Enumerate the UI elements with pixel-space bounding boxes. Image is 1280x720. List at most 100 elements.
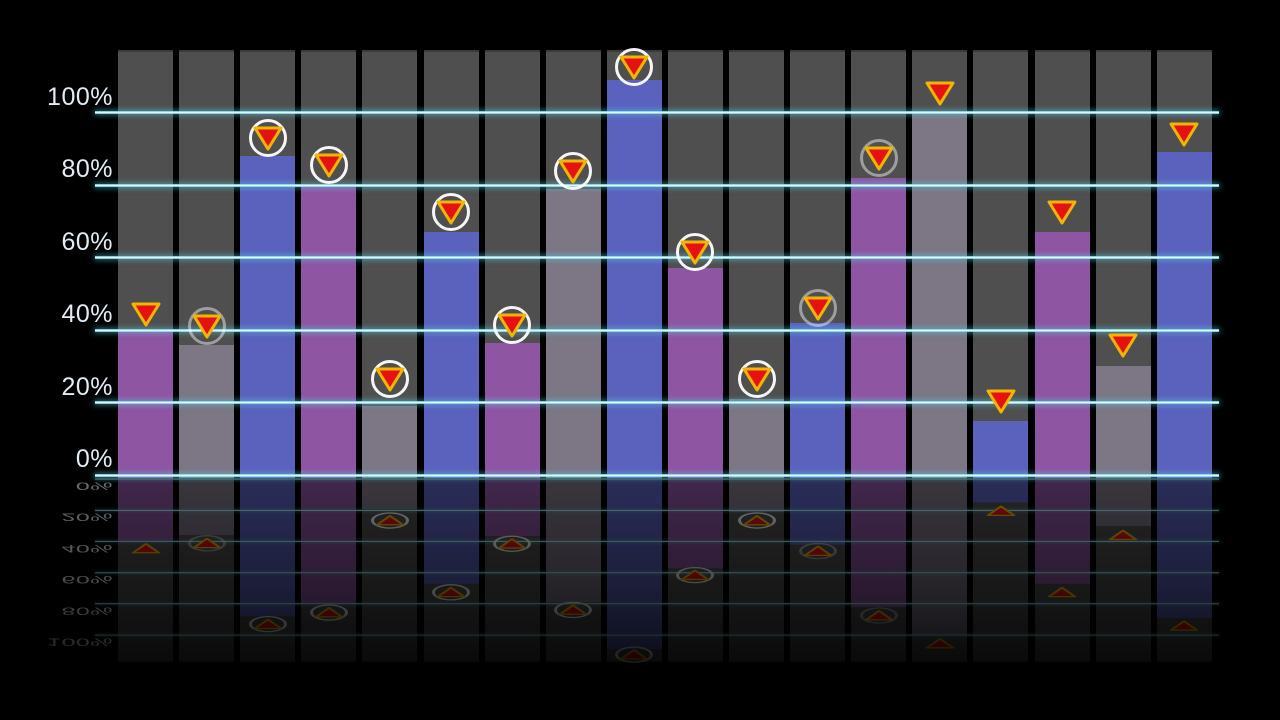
- y-tick-label-80: 80%: [61, 155, 113, 183]
- reflection-bar-16: [1034, 477, 1090, 584]
- chart-reflection: 0% 20% 40% 60% 80% 100%: [0, 477, 1280, 684]
- reflection-triangle-down-icon: [680, 569, 710, 581]
- reflection-triangle-down-icon: [497, 538, 527, 549]
- reflection-bar-15: [973, 477, 1029, 503]
- reflection-bar-2: [179, 477, 235, 536]
- marker-ring-icon: [248, 118, 287, 157]
- bar-12: [790, 322, 846, 478]
- y-tick-label-40: 40%: [61, 300, 113, 328]
- reflection-triangle-down-icon: [558, 604, 588, 616]
- reflection-triangle-down-icon: [375, 515, 405, 526]
- reflection-triangle-down-icon: [742, 515, 772, 526]
- marker-ring-icon: [859, 138, 898, 177]
- column-background-10: [667, 50, 723, 478]
- reflection-bar-11: [729, 477, 785, 512]
- reflection-bar-chart: 0% 20% 40% 60% 80% 100%: [0, 477, 1280, 684]
- gridline-20: [95, 401, 1219, 404]
- reflection-triangle-down-icon: [436, 586, 466, 598]
- reflection-bar-6: [423, 477, 479, 584]
- bar-11: [729, 398, 785, 478]
- reflection-triangle-down-icon: [1047, 586, 1077, 598]
- reflection-bar-10: [667, 477, 723, 569]
- plot-area: [118, 48, 1218, 478]
- reflection-bar-12: [790, 477, 846, 545]
- reflection-triangle-down-icon: [253, 618, 283, 630]
- triangle-down-icon: [192, 314, 222, 339]
- reflection-y-tick-label-20: 20%: [61, 511, 113, 524]
- triangle-down-icon: [131, 302, 161, 327]
- reflection-bar-18: [1156, 477, 1212, 618]
- column-background-1: [118, 50, 174, 478]
- triangle-down-icon: [314, 153, 344, 178]
- column-background-7: [484, 50, 540, 478]
- bar-1: [118, 330, 174, 478]
- reflection-gridline-60: [95, 572, 1219, 574]
- triangle-down-icon: [803, 296, 833, 321]
- bar-10: [667, 268, 723, 478]
- column-background-4: [301, 50, 357, 478]
- bar-chart: 0% 20% 40% 60% 80% 100%: [47, 48, 1219, 478]
- reflection-gridline-0: [95, 478, 1219, 480]
- reflection-bar-7: [484, 477, 540, 537]
- gridline-0: [95, 473, 1219, 477]
- triangle-down-icon: [1047, 200, 1077, 225]
- column-background-3: [240, 50, 296, 478]
- bar-14: [912, 112, 968, 478]
- column-background-5: [362, 50, 418, 478]
- y-tick-label-100: 100%: [47, 82, 113, 111]
- bar-15: [973, 420, 1029, 478]
- bar-6: [423, 232, 479, 478]
- marker-ring-icon: [432, 193, 471, 232]
- triangle-down-icon: [1169, 122, 1199, 147]
- reflection-y-tick-label-40: 40%: [61, 542, 113, 555]
- reflection-triangle-down-icon: [925, 638, 955, 649]
- bar-13: [851, 177, 907, 478]
- column-background-16: [1034, 50, 1090, 478]
- column-background-6: [423, 50, 479, 478]
- bar-16: [1034, 232, 1090, 478]
- bar-5: [362, 406, 418, 478]
- reflection-bar-3: [240, 477, 296, 617]
- triangle-down-icon: [253, 126, 283, 151]
- triangle-down-icon: [1108, 333, 1138, 357]
- marker-ring-icon: [676, 233, 715, 272]
- marker-ring-icon: [615, 48, 654, 87]
- triangle-down-icon: [742, 367, 772, 392]
- bar-8: [545, 188, 601, 478]
- marker-ring-icon: [309, 146, 348, 185]
- reflection-triangle-down-icon: [314, 607, 344, 618]
- reflection-triangle-down-icon: [131, 543, 161, 554]
- reflection-gridline-20: [95, 509, 1219, 512]
- triangle-down-icon: [436, 200, 466, 225]
- reflection-bar-14: [912, 477, 968, 636]
- reflection-triangle-down-icon: [619, 649, 649, 660]
- reflection-triangle-down-icon: [1169, 620, 1199, 631]
- reflection-bar-13: [851, 477, 907, 608]
- reflection-bar-17: [1095, 477, 1151, 527]
- reflection-y-tick-label-60: 60%: [61, 573, 113, 586]
- reflection-triangle-down-icon: [986, 505, 1016, 517]
- reflection-y-tick-label-100: 100%: [47, 635, 113, 649]
- triangle-down-icon: [558, 159, 588, 183]
- reflection-triangle-down-icon: [864, 610, 894, 621]
- y-tick-label-60: 60%: [61, 227, 113, 256]
- y-tick-label-20: 20%: [61, 372, 113, 401]
- reflection-bar-9: [606, 477, 662, 650]
- reflection-gridline-80: [95, 603, 1219, 605]
- bar-18: [1156, 152, 1212, 478]
- column-background-9: [606, 50, 662, 478]
- reflection-triangle-down-icon: [1108, 529, 1138, 541]
- bar-17: [1095, 366, 1151, 478]
- column-background-13: [851, 50, 907, 478]
- reflection-y-tick-label-0: 0%: [75, 480, 113, 493]
- marker-ring-icon: [187, 307, 226, 346]
- column-background-18: [1156, 50, 1212, 478]
- marker-ring-icon: [370, 359, 409, 398]
- triangle-down-icon: [375, 367, 405, 392]
- bar-7: [484, 342, 540, 478]
- column-background-11: [729, 50, 785, 478]
- column-background-14: [912, 50, 968, 478]
- y-tick-label-0: 0%: [75, 445, 113, 473]
- triangle-down-icon: [864, 146, 894, 171]
- triangle-down-icon: [925, 81, 955, 106]
